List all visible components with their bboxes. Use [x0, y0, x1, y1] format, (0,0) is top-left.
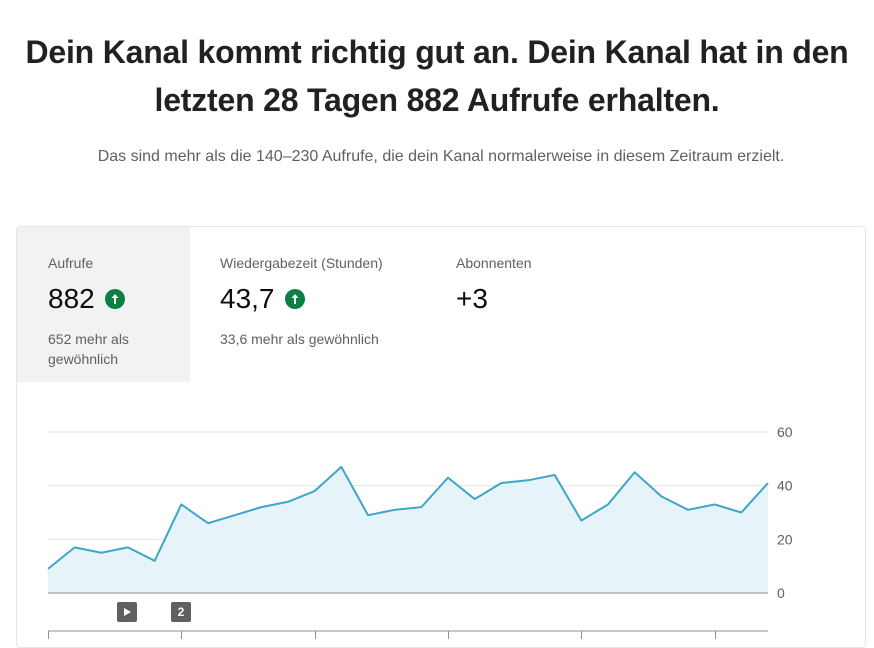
y-tick-label: 60 — [777, 424, 793, 440]
y-tick-label: 40 — [777, 478, 793, 494]
y-tick-label: 20 — [777, 531, 793, 547]
metric-value: +3 — [456, 283, 488, 314]
metric-tab-views[interactable]: Aufrufe 882 652 mehr als gewöhnlich — [17, 227, 190, 382]
views-line — [47, 465, 769, 570]
subline: Das sind mehr als die 140–230 Aufrufe, d… — [97, 148, 785, 165]
metric-value: 882 — [48, 283, 95, 314]
metric-label: Wiedergabezeit (Stunden) — [220, 255, 383, 271]
metric-label: Abonnenten — [456, 255, 532, 271]
arrow-up-icon — [104, 289, 125, 309]
views-area — [48, 466, 768, 593]
metric-value: 43,7 — [220, 283, 275, 314]
arrow-up-icon — [284, 289, 305, 309]
video-count-marker[interactable]: 2 — [171, 602, 191, 622]
metric-tab-subscribers[interactable]: Abonnenten +3 — [456, 227, 616, 382]
metric-note: 33,6 mehr als gewöhnlich — [220, 331, 379, 347]
views-chart: 60 40 20 0 — [47, 424, 793, 639]
y-tick-label: 0 — [777, 585, 785, 601]
metric-label: Aufrufe — [48, 255, 94, 271]
metric-tab-watch-time[interactable]: Wiedergabezeit (Stunden) 43,7 33,6 mehr … — [220, 227, 450, 382]
headline: Dein Kanal kommt richtig gut an. Dein Ka… — [25, 34, 849, 118]
analytics-card: Aufrufe 882 652 mehr als gewöhnlich Wied… — [16, 226, 866, 648]
metric-note: 652 mehr als gewöhnlich — [48, 331, 129, 367]
play-icon[interactable] — [117, 602, 137, 622]
